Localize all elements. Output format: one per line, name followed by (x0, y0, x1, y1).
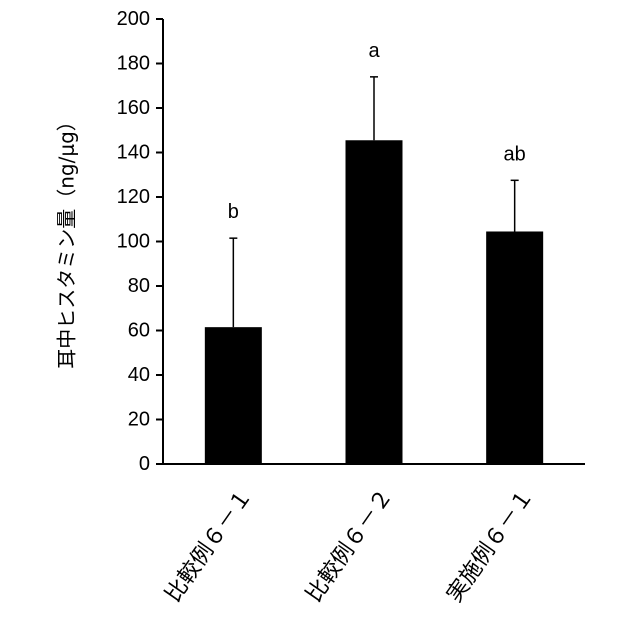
significance-label: b (228, 201, 239, 223)
y-axis: 0 20 40 60 80 100 120 140 160 180 200 (117, 8, 163, 475)
y-tick-label: 20 (128, 409, 150, 431)
y-tick-label: 80 (128, 275, 150, 297)
bar (205, 327, 262, 464)
y-tick-label: 100 (117, 231, 150, 253)
y-tick-label: 40 (128, 364, 150, 386)
y-tick-label: 120 (117, 186, 150, 208)
bar (346, 140, 403, 464)
y-tick-label: 60 (128, 320, 150, 342)
significance-label: ab (504, 143, 526, 165)
x-tick-label: 比較例６－２ (302, 485, 398, 607)
y-tick-label: 160 (117, 97, 150, 119)
significance-label: a (368, 40, 380, 62)
y-axis-title: 耳中ヒスタミン量（ng/μg） (55, 111, 79, 369)
x-tick-label: 比較例６－１ (161, 485, 257, 607)
bar (486, 231, 543, 464)
y-tick-label: 140 (117, 142, 150, 164)
y-tick-label: 180 (117, 53, 150, 75)
y-tick-label: 0 (139, 453, 150, 475)
y-tick-label: 200 (117, 8, 150, 30)
x-axis: 比較例６－１ 比較例６－２ 実施例６－１ (161, 464, 585, 607)
bars: b a ab (205, 40, 543, 464)
x-tick-label: 実施例６－１ (442, 485, 538, 607)
